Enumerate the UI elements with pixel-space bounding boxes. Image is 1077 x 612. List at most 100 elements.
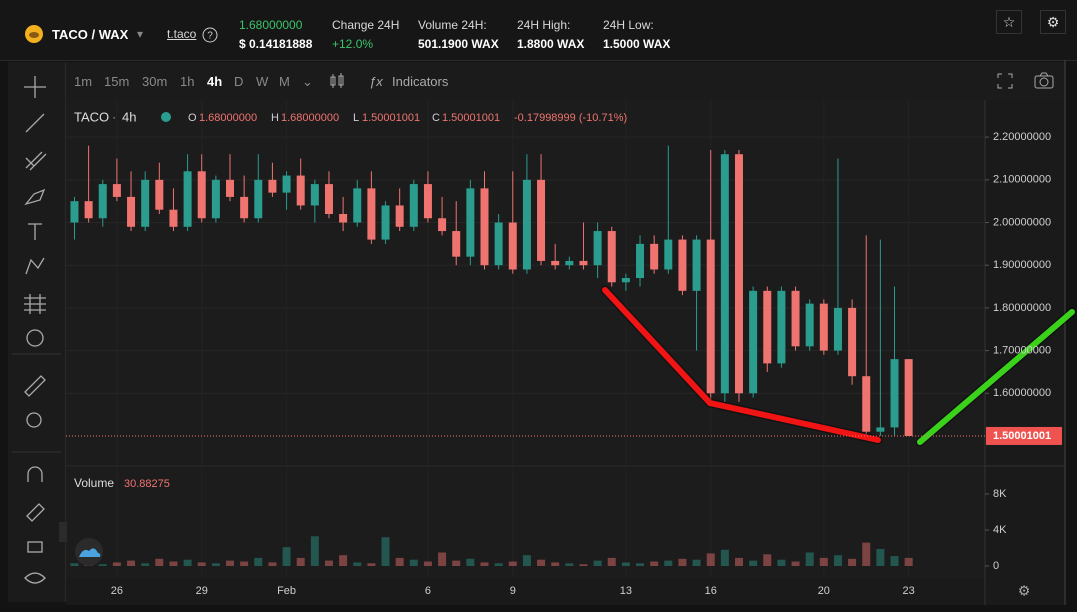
y-tick-label: 2.00000000 xyxy=(993,216,1051,228)
settings-button[interactable]: ⚙ xyxy=(1040,10,1066,34)
pattern-tool[interactable] xyxy=(25,257,45,275)
candle-body xyxy=(551,260,560,266)
legend-label: H xyxy=(271,112,279,124)
x-tick-label: 6 xyxy=(425,585,431,597)
chart-type-icon[interactable] xyxy=(328,72,346,90)
volume-bar xyxy=(367,563,376,567)
volume-bar xyxy=(480,562,489,567)
fib-tool[interactable] xyxy=(25,151,47,171)
volume-bar xyxy=(226,560,235,567)
pair-dropdown[interactable]: ▾ xyxy=(137,27,144,41)
indicators-button[interactable]: Indicators xyxy=(392,74,449,89)
pair[interactable]: TACO / WAX xyxy=(52,27,129,42)
volume-bar xyxy=(310,536,319,567)
candle-body xyxy=(183,171,192,227)
axis-settings[interactable]: ⚙ xyxy=(1018,583,1031,599)
candle-body xyxy=(763,290,772,364)
x-tick-label: 13 xyxy=(620,585,632,597)
candle-body xyxy=(862,376,871,432)
volume-bar xyxy=(522,555,531,567)
candle-body xyxy=(607,231,616,283)
candle-body xyxy=(438,218,447,232)
volume-bar xyxy=(452,560,461,567)
candle-body xyxy=(296,175,305,206)
timeframe-active[interactable]: 4h xyxy=(207,74,223,89)
volume-pane xyxy=(66,467,985,578)
timeframe[interactable]: 1m xyxy=(74,74,93,89)
candle-body xyxy=(791,290,800,347)
ruler-tool[interactable] xyxy=(24,375,46,397)
candle-body xyxy=(324,184,333,214)
legend-change: -0.17998999 (-10.71%) xyxy=(514,112,627,124)
volume-bar xyxy=(438,552,447,567)
market-status xyxy=(161,112,171,122)
brush-tool[interactable] xyxy=(24,188,46,206)
timeframe[interactable]: 15m xyxy=(104,74,130,89)
timeframe-more[interactable]: ⌄ xyxy=(302,74,313,89)
trendline-tool[interactable] xyxy=(25,113,45,133)
legend-value: 1.68000000 xyxy=(199,112,257,124)
crosshair-tool[interactable] xyxy=(24,76,46,98)
volume-legend-value: 30.88275 xyxy=(124,478,170,490)
projection-tool[interactable] xyxy=(24,294,46,314)
candle-body xyxy=(339,213,348,223)
fx-icon[interactable]: ƒx xyxy=(369,74,383,89)
volume-tick-label: 4K xyxy=(993,524,1007,536)
volume-bar xyxy=(537,559,546,567)
favorite-button[interactable]: ☆ xyxy=(996,10,1022,34)
account-link[interactable]: t.taco xyxy=(167,27,197,41)
volume-bar xyxy=(155,558,164,567)
timeframe[interactable]: 30m xyxy=(142,74,168,89)
volume-bar xyxy=(551,562,560,567)
candle-body xyxy=(240,196,249,219)
volume-bar xyxy=(819,557,828,567)
user-drawings xyxy=(600,285,1077,447)
candle-body xyxy=(777,290,786,364)
price-usd: $ 0.14181888 xyxy=(239,37,313,51)
volume-bar xyxy=(268,562,277,567)
low-value: 1.5000 WAX xyxy=(603,37,671,51)
volume-value: 501.1900 WAX xyxy=(418,37,499,51)
zoom-tool[interactable] xyxy=(26,412,42,428)
collapse-handle[interactable] xyxy=(59,522,67,542)
candle-body xyxy=(678,239,687,291)
legend-value: 1.68000000 xyxy=(281,112,339,124)
candle-body xyxy=(720,154,729,394)
timeframe[interactable]: M xyxy=(279,74,290,89)
volume-bar xyxy=(664,560,673,567)
candle-body xyxy=(353,188,362,223)
y-tick-label: 1.60000000 xyxy=(993,387,1051,399)
lock-draw-tool[interactable] xyxy=(26,503,45,522)
volume-tick-label: 0 xyxy=(993,560,999,572)
volume-bar xyxy=(636,563,645,567)
volume-bar xyxy=(183,559,192,567)
emoji-tool[interactable] xyxy=(26,329,44,347)
text-tool[interactable] xyxy=(28,223,42,240)
magnet-tool[interactable] xyxy=(27,466,43,482)
volume-bar xyxy=(254,557,263,567)
y-tick-label: 1.80000000 xyxy=(993,302,1051,314)
candle-body xyxy=(409,184,418,227)
candle-body xyxy=(98,184,107,219)
volume-bar xyxy=(466,558,475,567)
legend-label: L xyxy=(353,112,359,124)
volume-bar xyxy=(650,561,659,567)
volume-bar xyxy=(409,559,418,567)
timeframe[interactable]: W xyxy=(256,74,269,89)
visibility-tool[interactable] xyxy=(24,572,46,584)
last-price-label: 1.50001001 xyxy=(993,430,1051,442)
price-axis xyxy=(985,100,1065,578)
candle-body xyxy=(565,260,574,266)
timeframe[interactable]: 1h xyxy=(180,74,195,89)
fullscreen-icon[interactable] xyxy=(996,72,1014,90)
legend-label: C xyxy=(432,112,440,124)
timeframe[interactable]: D xyxy=(234,74,244,89)
candle-body xyxy=(452,231,461,257)
lock-tool[interactable] xyxy=(27,541,43,553)
volume-bar xyxy=(749,560,758,567)
candle-body xyxy=(593,231,602,266)
volume-bar xyxy=(791,561,800,567)
screenshot-icon[interactable] xyxy=(1033,71,1055,91)
volume-bar xyxy=(282,547,291,567)
help-icon[interactable]: ? xyxy=(202,27,218,43)
